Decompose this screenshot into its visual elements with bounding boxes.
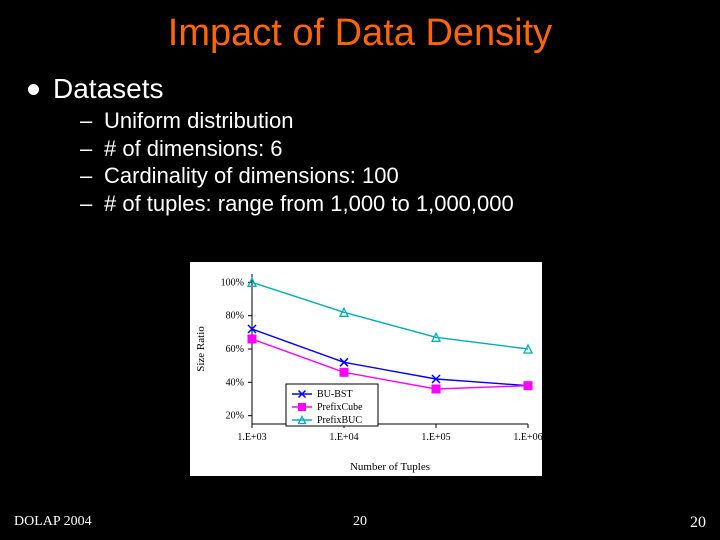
footer-center: 20: [353, 514, 367, 530]
svg-text:1.E+06: 1.E+06: [513, 432, 542, 443]
sub-text: Cardinality of dimensions: 100: [104, 162, 399, 190]
svg-text:Number of Tuples: Number of Tuples: [350, 461, 430, 473]
dash-icon: –: [80, 162, 94, 190]
list-item: – Cardinality of dimensions: 100: [80, 162, 720, 190]
sub-text: # of tuples: range from 1,000 to 1,000,0…: [104, 190, 514, 218]
list-item: – Uniform distribution: [80, 107, 720, 135]
svg-text:1.E+05: 1.E+05: [421, 432, 450, 443]
bullet-text: Datasets: [53, 73, 164, 105]
footer-left: DOLAP 2004: [14, 514, 92, 530]
slide-title: Impact of Data Density: [0, 0, 720, 55]
svg-text:1.E+04: 1.E+04: [329, 432, 358, 443]
svg-text:PrefixBUC: PrefixBUC: [317, 415, 362, 426]
chart-container: 20% 40% 60% 80% 100% 1.E+03 1.E+04 1.E+05 1.E+06…: [190, 262, 542, 476]
sub-text: Uniform distribution: [104, 107, 294, 135]
svg-text:1.E+03: 1.E+03: [237, 432, 266, 443]
footer-right: 20: [690, 514, 706, 532]
svg-text:PrefixCube: PrefixCube: [317, 402, 363, 413]
content-area: Datasets – Uniform distribution – # of d…: [0, 55, 720, 217]
svg-text:100%: 100%: [221, 277, 244, 288]
bullet-dot-icon: [28, 84, 39, 95]
list-item: – # of tuples: range from 1,000 to 1,000…: [80, 190, 720, 218]
list-item: – # of dimensions: 6: [80, 135, 720, 163]
sub-list: – Uniform distribution – # of dimensions…: [28, 105, 720, 217]
svg-text:40%: 40%: [226, 377, 244, 388]
sub-text: # of dimensions: 6: [104, 135, 283, 163]
svg-text:Size Ratio: Size Ratio: [195, 326, 207, 372]
svg-text:20%: 20%: [226, 411, 244, 422]
bullet-item: Datasets: [28, 73, 720, 105]
line-chart: 20% 40% 60% 80% 100% 1.E+03 1.E+04 1.E+05 1.E+06…: [190, 262, 542, 476]
svg-text:80%: 80%: [226, 311, 244, 322]
dash-icon: –: [80, 190, 94, 218]
dash-icon: –: [80, 135, 94, 163]
svg-text:BU-BST: BU-BST: [317, 389, 353, 400]
dash-icon: –: [80, 107, 94, 135]
svg-text:60%: 60%: [226, 344, 244, 355]
